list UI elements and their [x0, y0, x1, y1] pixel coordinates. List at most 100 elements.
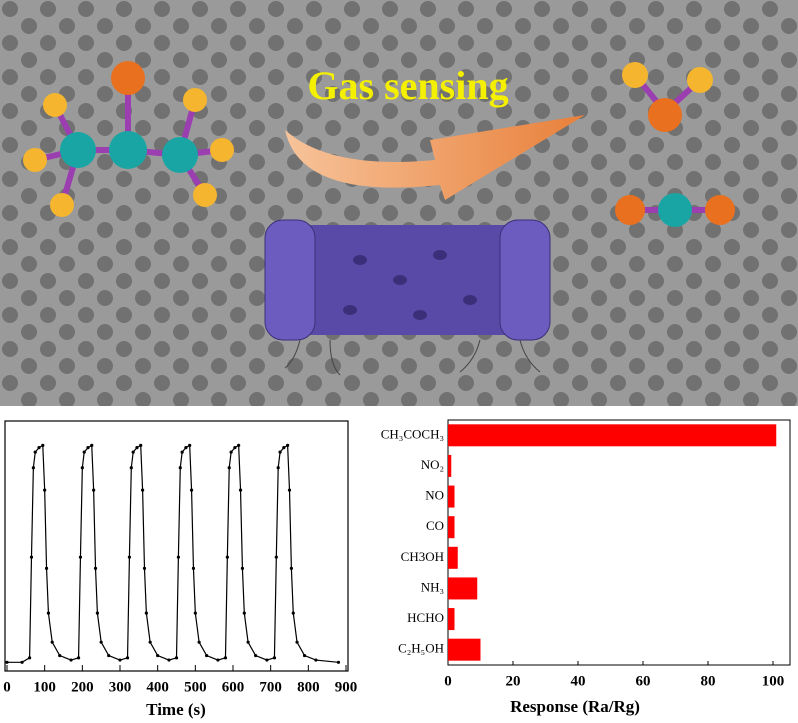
data-point — [93, 566, 98, 570]
data-point — [227, 466, 231, 470]
data-point — [189, 488, 194, 492]
bar — [448, 638, 481, 661]
molecule-co2 — [615, 193, 735, 227]
data-point — [286, 443, 290, 447]
data-point — [118, 658, 122, 662]
line-plot-frame — [4, 420, 349, 672]
data-point — [180, 450, 184, 454]
x-tick-label: 0 — [444, 673, 452, 689]
data-point — [37, 446, 41, 450]
data-point — [302, 653, 307, 658]
x-tick-label: 20 — [506, 673, 521, 689]
data-point — [216, 658, 220, 662]
bar-plot-frame — [447, 419, 791, 666]
category-label: NO — [425, 488, 444, 503]
illustration: Gas sensing — [0, 0, 798, 406]
data-point — [225, 555, 229, 559]
data-point — [184, 446, 188, 450]
x-tick-label: 800 — [297, 679, 320, 695]
data-point — [291, 611, 295, 615]
bar — [448, 424, 777, 447]
x-tick-label: 100 — [33, 679, 56, 695]
category-label: CO — [426, 518, 444, 533]
data-point — [144, 611, 148, 615]
data-point — [223, 656, 228, 660]
data-point — [148, 640, 152, 644]
x-axis-label: Time (s) — [146, 700, 206, 719]
data-point — [46, 611, 51, 615]
bar — [448, 516, 455, 539]
data-point — [276, 466, 280, 470]
data-point — [229, 450, 233, 454]
data-point — [139, 443, 143, 447]
category-label: C₂H₅OH — [398, 641, 444, 656]
data-point — [135, 446, 139, 450]
category-label: CH₃COCH₃ — [381, 426, 444, 441]
data-point — [76, 656, 81, 660]
data-point — [127, 555, 132, 559]
data-point — [99, 640, 103, 644]
bar — [448, 485, 455, 508]
data-point — [272, 656, 277, 660]
molecule-acetone — [23, 61, 234, 217]
data-point — [43, 488, 47, 492]
data-point — [29, 555, 34, 559]
x-tick-label: 900 — [335, 679, 358, 695]
data-point — [80, 466, 84, 470]
data-point — [33, 450, 37, 454]
data-point — [95, 611, 99, 615]
data-point — [125, 656, 130, 660]
x-tick-label: 100 — [762, 673, 785, 689]
x-tick-label: 500 — [184, 679, 207, 695]
sensor-tube — [264, 219, 551, 376]
category-label: HCHO — [407, 610, 444, 625]
bar — [448, 454, 452, 477]
category-label: CH3OH — [401, 549, 444, 564]
x-tick-label: 300 — [109, 679, 132, 695]
illustration-label: Gas sensing — [307, 63, 508, 108]
bar — [448, 608, 455, 631]
data-point — [287, 488, 292, 492]
data-point — [240, 566, 245, 570]
data-point — [78, 555, 83, 559]
x-tick-label: 60 — [636, 673, 651, 689]
x-tick-label: 200 — [71, 679, 94, 695]
data-point — [86, 446, 90, 450]
bar — [448, 546, 458, 569]
data-point — [178, 466, 182, 470]
data-point — [233, 446, 237, 450]
data-point — [41, 443, 45, 447]
data-point — [278, 450, 282, 454]
x-tick-label: 600 — [222, 679, 245, 695]
data-point — [176, 555, 180, 559]
data-point — [82, 450, 86, 454]
data-point — [131, 450, 135, 454]
data-point — [50, 640, 54, 644]
data-point — [295, 640, 299, 644]
data-point — [167, 658, 171, 662]
x-axis-label: Response (Ra/Rg) — [510, 697, 640, 716]
data-point — [205, 653, 209, 658]
data-point — [254, 653, 258, 658]
data-point — [141, 488, 145, 492]
x-tick-label: 0 — [3, 679, 11, 695]
data-point — [58, 653, 62, 658]
bar — [448, 577, 478, 600]
data-point — [193, 611, 197, 615]
data-point — [274, 555, 278, 559]
data-point — [92, 488, 96, 492]
data-point — [28, 656, 32, 660]
data-point — [246, 640, 250, 644]
data-point — [265, 658, 269, 662]
data-point — [142, 566, 147, 570]
data-point — [156, 653, 160, 658]
data-point — [191, 566, 196, 570]
x-tick-label: 80 — [701, 673, 716, 689]
data-point — [20, 660, 24, 664]
data-point — [174, 656, 179, 660]
data-point — [31, 466, 35, 470]
data-point — [107, 653, 111, 658]
x-tick-label: 40 — [571, 673, 586, 689]
data-point — [5, 660, 9, 664]
data-point — [197, 640, 201, 644]
